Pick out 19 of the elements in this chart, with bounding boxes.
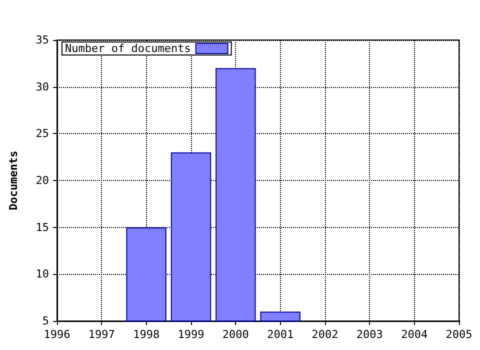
x-tick-label: 2000 bbox=[222, 328, 249, 341]
y-axis-title: Documents bbox=[7, 150, 20, 210]
x-tick-label: 1998 bbox=[133, 328, 160, 341]
x-tick-label: 2003 bbox=[356, 328, 383, 341]
x-tick-label: 2004 bbox=[401, 328, 428, 341]
y-tick-label: 30 bbox=[36, 80, 49, 94]
x-tick-label: 2005 bbox=[446, 328, 472, 341]
x-tick-label: 1999 bbox=[178, 328, 204, 341]
x-tick-label: 2002 bbox=[312, 328, 338, 341]
x-tick-label: 1996 bbox=[44, 328, 70, 341]
y-tick-label: 35 bbox=[36, 34, 49, 46]
x-tick-label: 2001 bbox=[267, 328, 294, 341]
y-tick-label: 5 bbox=[42, 314, 49, 328]
y-tick-label: 10 bbox=[36, 268, 49, 281]
y-tick-label: 25 bbox=[36, 127, 49, 140]
x-tick-label: 1997 bbox=[88, 328, 115, 341]
y-tick-label: 20 bbox=[36, 174, 49, 187]
y-tick-label: 15 bbox=[36, 220, 49, 234]
legend-label: Number of documents bbox=[64, 42, 191, 55]
